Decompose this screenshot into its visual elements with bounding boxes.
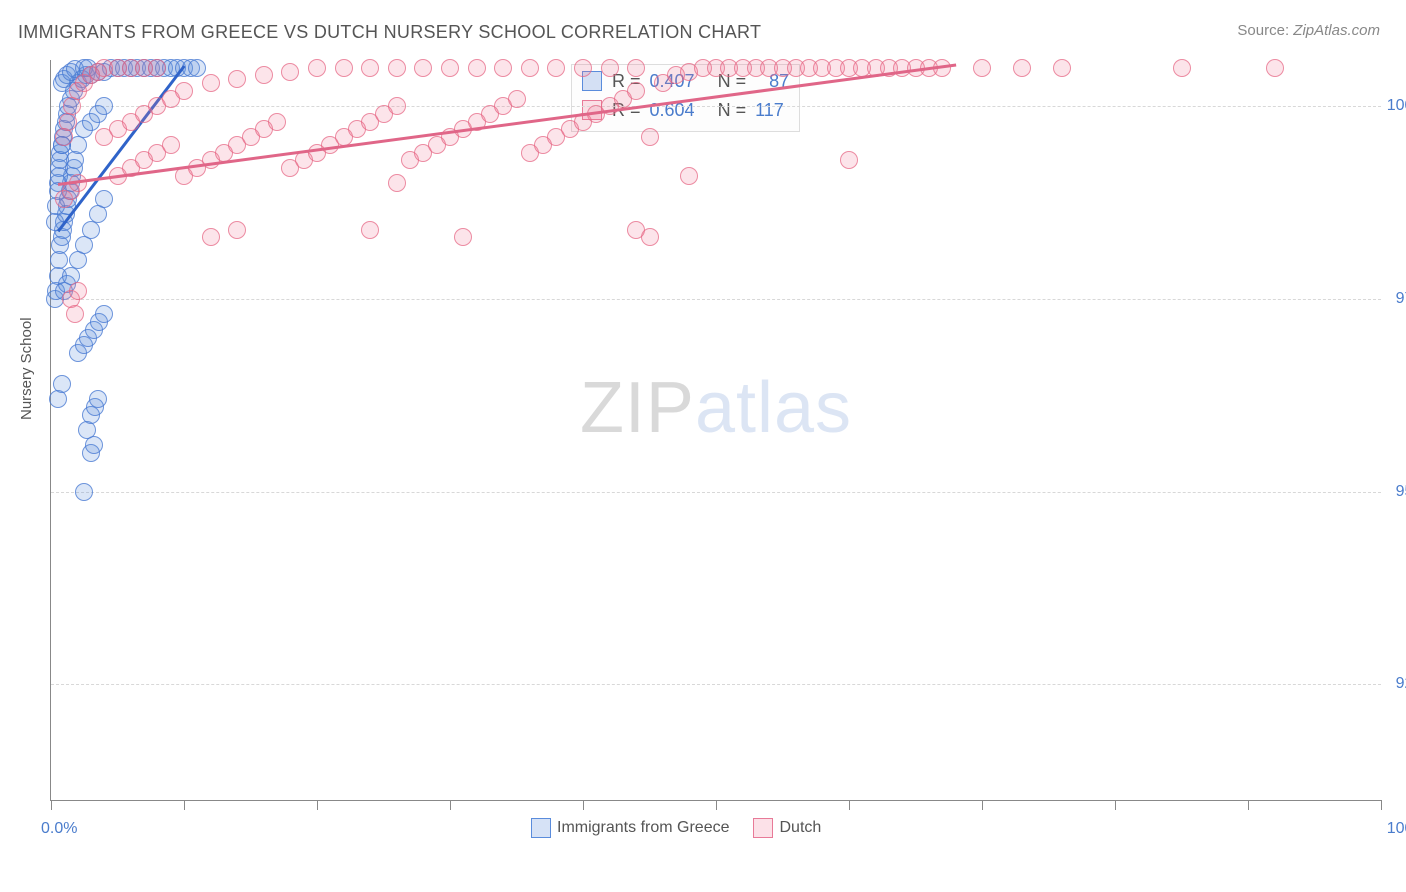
data-point [973, 59, 991, 77]
data-point [641, 128, 659, 146]
data-point [335, 59, 353, 77]
y-tick-label: 95.0% [1386, 483, 1406, 501]
source-value: ZipAtlas.com [1293, 22, 1380, 39]
x-tick [450, 800, 451, 810]
gridline-h [51, 684, 1381, 685]
stats-n-value: 117 [755, 96, 784, 125]
x-tick [1381, 800, 1382, 810]
data-point [547, 59, 565, 77]
data-point [441, 59, 459, 77]
data-point [361, 59, 379, 77]
data-point [53, 375, 71, 393]
source-label: Source: [1237, 22, 1289, 39]
data-point [574, 59, 592, 77]
data-point [162, 136, 180, 154]
chart-title: IMMIGRANTS FROM GREECE VS DUTCH NURSERY … [18, 22, 761, 43]
data-point [627, 59, 645, 77]
x-tick [317, 800, 318, 810]
y-tick-label: 92.5% [1386, 675, 1406, 693]
data-point [508, 90, 526, 108]
swatch-icon [531, 818, 551, 838]
legend-item-dutch: Dutch [753, 818, 821, 838]
x-tick-label-min: 0.0% [41, 820, 77, 838]
y-axis-label: Nursery School [18, 317, 35, 420]
data-point [148, 59, 166, 77]
source-attribution: Source: ZipAtlas.com [1237, 22, 1380, 39]
x-tick [1115, 800, 1116, 810]
data-point [75, 483, 93, 501]
data-point [680, 167, 698, 185]
watermark: ZIPatlas [580, 367, 852, 449]
data-point [627, 221, 645, 239]
data-point [50, 251, 68, 269]
x-tick [982, 800, 983, 810]
y-tick-label: 97.5% [1386, 290, 1406, 308]
data-point [95, 97, 113, 115]
data-point [468, 59, 486, 77]
data-point [308, 59, 326, 77]
data-point [59, 113, 77, 131]
data-point [228, 221, 246, 239]
data-point [202, 228, 220, 246]
data-point [175, 82, 193, 100]
x-tick [583, 800, 584, 810]
data-point [49, 390, 67, 408]
watermark-zip: ZIP [580, 368, 695, 448]
data-point [63, 97, 81, 115]
legend-label: Immigrants from Greece [557, 819, 729, 836]
data-point [1013, 59, 1031, 77]
data-point [85, 436, 103, 454]
data-point [202, 74, 220, 92]
data-point [75, 236, 93, 254]
data-point [69, 282, 87, 300]
legend: Immigrants from Greece Dutch [531, 818, 821, 838]
data-point [66, 305, 84, 323]
swatch-icon [753, 818, 773, 838]
data-point [1173, 59, 1191, 77]
x-tick [1248, 800, 1249, 810]
stats-n-label: N = [718, 96, 752, 125]
x-tick [51, 800, 52, 810]
gridline-h [51, 106, 1381, 107]
x-tick [716, 800, 717, 810]
data-point [1266, 59, 1284, 77]
data-point [82, 221, 100, 239]
data-point [228, 70, 246, 88]
legend-item-greece: Immigrants from Greece [531, 818, 729, 838]
data-point [388, 174, 406, 192]
data-point [454, 228, 472, 246]
data-point [89, 390, 107, 408]
data-point [55, 128, 73, 146]
x-tick [849, 800, 850, 810]
data-point [494, 59, 512, 77]
data-point [388, 59, 406, 77]
data-point [188, 59, 206, 77]
data-point [627, 82, 645, 100]
data-point [95, 305, 113, 323]
data-point [255, 66, 273, 84]
data-point [521, 59, 539, 77]
data-point [281, 63, 299, 81]
watermark-atlas: atlas [695, 368, 852, 448]
data-point [414, 59, 432, 77]
data-point [69, 251, 87, 269]
data-point [840, 151, 858, 169]
x-tick-label-max: 100.0% [1387, 820, 1406, 838]
data-point [388, 97, 406, 115]
legend-label: Dutch [779, 819, 821, 836]
chart-plot-area: ZIPatlas R = 0.407 N = 87 R = 0.604 N = … [50, 60, 1381, 801]
trendline [57, 64, 955, 186]
data-point [89, 205, 107, 223]
data-point [51, 151, 69, 169]
data-point [1053, 59, 1071, 77]
data-point [601, 59, 619, 77]
gridline-h [51, 492, 1381, 493]
gridline-h [51, 299, 1381, 300]
data-point [361, 221, 379, 239]
y-tick-label: 100.0% [1386, 97, 1406, 115]
data-point [95, 190, 113, 208]
data-point [268, 113, 286, 131]
x-tick [184, 800, 185, 810]
